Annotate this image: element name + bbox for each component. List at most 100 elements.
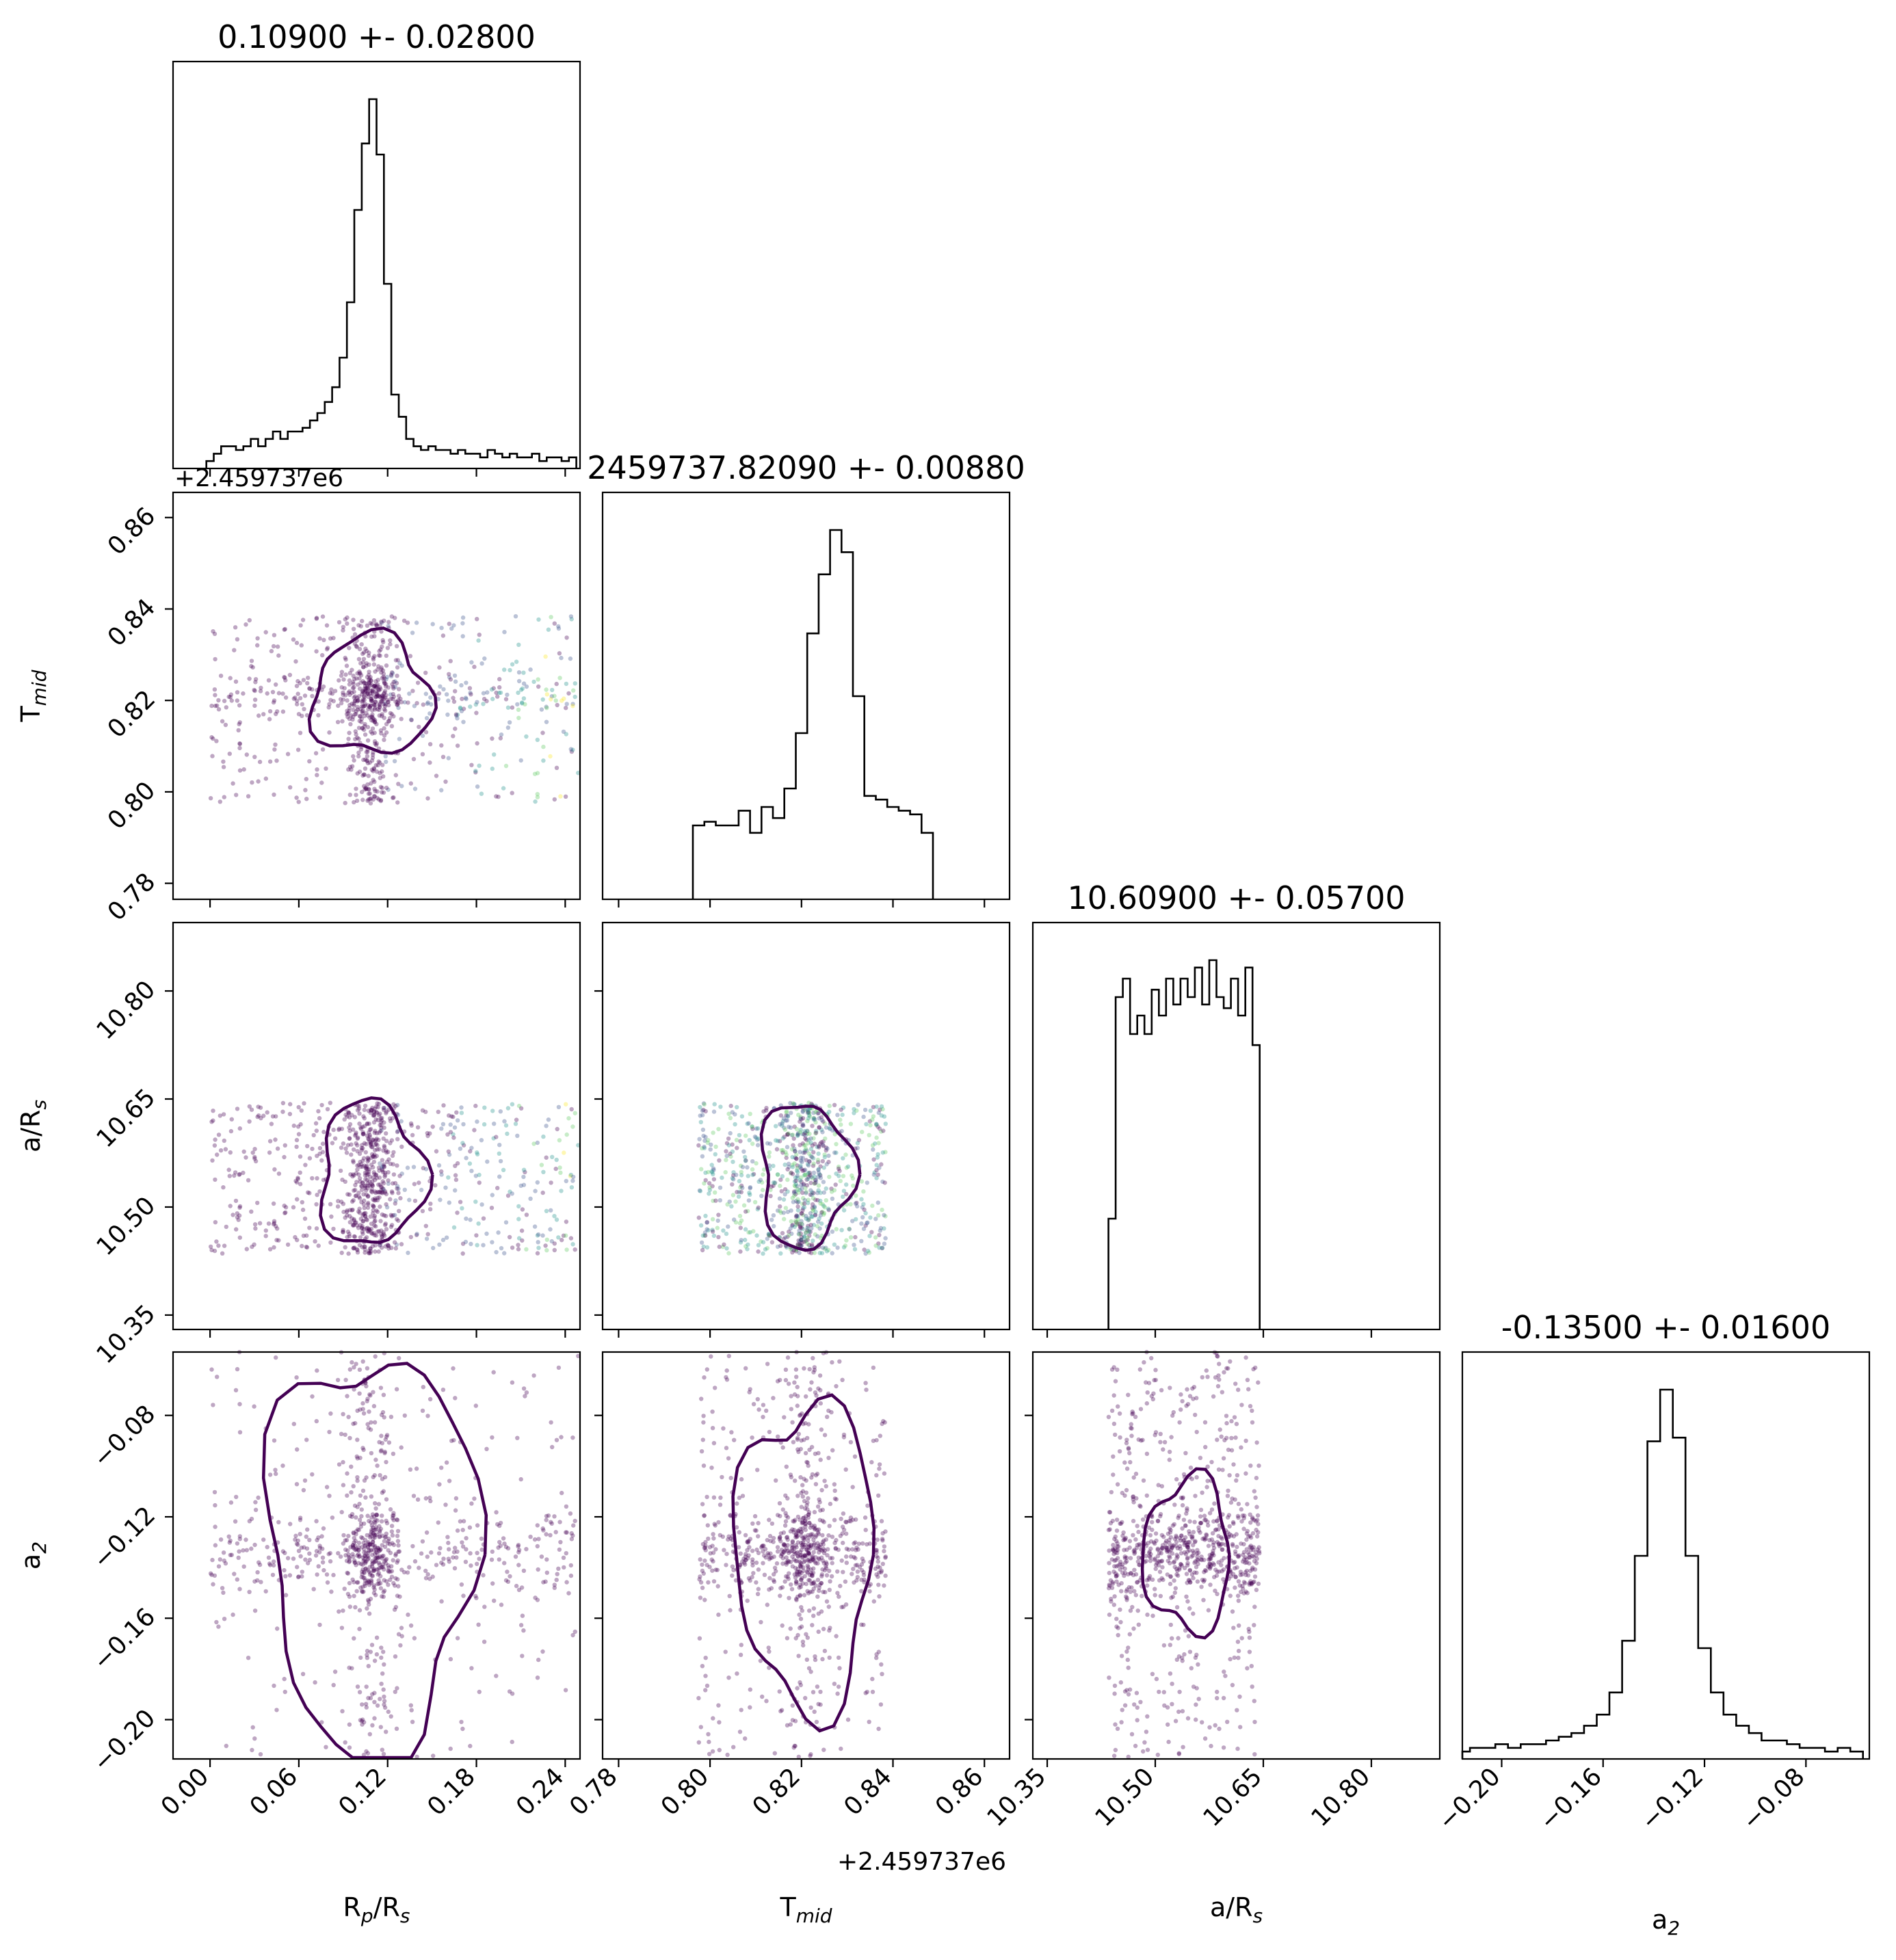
scatter-point xyxy=(801,1568,806,1573)
scatter-point xyxy=(724,1246,729,1251)
scatter-point xyxy=(371,662,377,667)
scatter-point xyxy=(830,1229,835,1234)
scatter-point xyxy=(366,1664,371,1669)
scatter-point xyxy=(544,687,549,692)
scatter-point xyxy=(358,747,364,752)
scatter-point xyxy=(361,1411,367,1416)
scatter-point xyxy=(388,1507,393,1512)
scatter-point xyxy=(373,763,379,768)
scatter-point xyxy=(321,1526,326,1531)
scatter-point xyxy=(315,1368,319,1373)
scatter-point xyxy=(368,674,373,680)
scatter-point xyxy=(760,1187,765,1193)
scatter-point xyxy=(521,670,526,675)
scatter-point xyxy=(395,1186,399,1191)
scatter-point xyxy=(860,1130,865,1135)
scatter-point xyxy=(865,1542,869,1547)
scatter-point xyxy=(491,1370,496,1375)
scatter-point xyxy=(862,1247,867,1252)
scatter-point xyxy=(569,749,575,754)
scatter-point xyxy=(398,1643,403,1648)
scatter-point xyxy=(347,682,352,687)
scatter-point xyxy=(827,1109,832,1115)
scatter-point xyxy=(358,706,363,712)
scatter-point xyxy=(771,1213,776,1218)
scatter-point xyxy=(813,1180,817,1186)
scatter-point xyxy=(374,623,379,628)
scatter-point xyxy=(257,759,263,765)
scatter-point xyxy=(700,1502,705,1507)
scatter-point xyxy=(809,1174,814,1180)
scatter-point xyxy=(780,1136,786,1141)
scatter-point xyxy=(1256,1380,1261,1385)
scatter-point xyxy=(237,1549,241,1554)
scatter-point xyxy=(233,1198,239,1204)
scatter-point xyxy=(246,1656,251,1660)
scatter-point xyxy=(388,711,393,716)
scatter-point xyxy=(505,1106,511,1111)
scatter-point xyxy=(378,1526,384,1531)
scatter-point xyxy=(364,786,369,792)
scatter-point xyxy=(368,1143,373,1148)
scatter-point xyxy=(535,795,540,799)
scatter-point xyxy=(1236,1388,1241,1392)
scatter-point xyxy=(345,1213,350,1218)
scatter-point xyxy=(1150,1577,1155,1582)
scatter-point xyxy=(369,1579,374,1584)
scatter-point xyxy=(282,1676,287,1682)
scatter-point xyxy=(806,1151,812,1156)
scatter-point xyxy=(548,1227,553,1232)
scatter-point xyxy=(778,1535,782,1540)
scatter-point xyxy=(771,1396,776,1401)
scatter-point xyxy=(824,1198,829,1203)
scatter-point xyxy=(307,1156,313,1161)
scatter-point xyxy=(244,752,249,757)
scatter-point xyxy=(786,1131,791,1136)
scatter-point xyxy=(436,697,440,702)
scatter-point xyxy=(314,1128,319,1133)
scatter-point xyxy=(317,1544,322,1548)
scatter-point xyxy=(473,769,478,773)
scatter-point xyxy=(212,1489,218,1495)
scatter-point xyxy=(391,1542,397,1548)
scatter-point xyxy=(800,1187,804,1191)
scatter-point xyxy=(222,1558,226,1563)
scatter-point xyxy=(562,1565,566,1570)
scatter-point xyxy=(819,1487,824,1493)
scatter-point xyxy=(769,1184,774,1189)
scatter-point xyxy=(367,796,373,802)
scatter-point xyxy=(481,1243,486,1247)
scatter-point xyxy=(562,696,566,701)
scatter-point xyxy=(384,1730,389,1734)
scatter-point xyxy=(355,1505,360,1509)
scatter-point xyxy=(784,1464,789,1469)
scatter-point xyxy=(343,672,348,677)
scatter-point xyxy=(384,1109,389,1114)
scatter-point xyxy=(386,719,392,724)
scatter-point xyxy=(781,1210,786,1215)
scatter-point xyxy=(750,1548,755,1553)
scatter-point xyxy=(541,1580,546,1585)
scatter-point xyxy=(359,1719,365,1723)
scatter-point xyxy=(360,1702,365,1707)
scatter-point xyxy=(365,1656,370,1660)
scatter-point xyxy=(795,1514,801,1520)
scatter-point xyxy=(552,1582,557,1587)
scatter-point xyxy=(214,1619,219,1625)
scatter-point xyxy=(447,1479,452,1483)
scatter-point xyxy=(343,1740,347,1745)
scatter-point xyxy=(382,1474,388,1480)
scatter-point xyxy=(360,1143,365,1148)
scatter-point xyxy=(756,1521,761,1526)
scatter-point xyxy=(740,1165,746,1169)
scatter-point xyxy=(388,1161,393,1167)
scatter-point xyxy=(352,1234,358,1239)
scatter-point xyxy=(571,1174,576,1180)
scatter-point xyxy=(475,700,479,704)
scatter-point xyxy=(380,668,386,673)
scatter-point xyxy=(377,702,382,706)
scatter-point xyxy=(356,623,361,628)
scatter-point xyxy=(347,1580,352,1586)
scatter-point xyxy=(839,1107,843,1112)
scatter-point xyxy=(769,1521,775,1526)
